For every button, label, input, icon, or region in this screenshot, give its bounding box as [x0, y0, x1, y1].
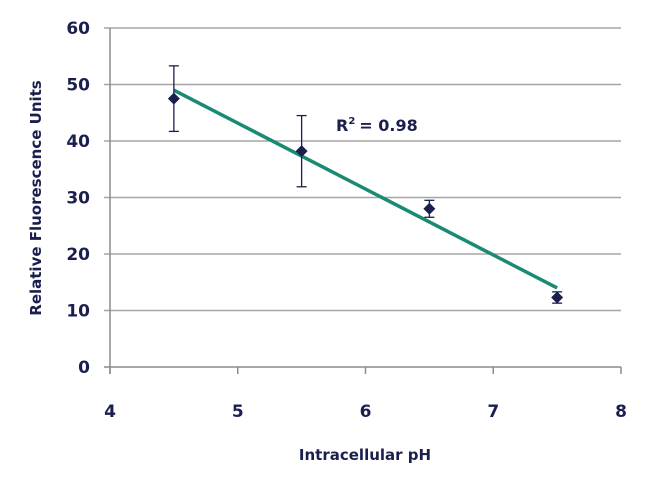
y-tick-label: 50 [66, 76, 90, 96]
y-tick-label: 20 [66, 245, 90, 265]
diamond-marker-icon [167, 92, 180, 105]
data-point [423, 199, 436, 218]
data-point [295, 114, 308, 188]
y-tick-label: 30 [66, 189, 90, 209]
x-tick-label: 8 [615, 402, 627, 422]
data-point [167, 65, 180, 133]
trendline [173, 88, 558, 290]
r2-superscript: 2 [348, 116, 355, 127]
axes [104, 28, 622, 374]
diamond-marker-icon [295, 145, 308, 158]
y-tick-label: 40 [66, 132, 90, 152]
data-points [167, 65, 564, 304]
data-point [551, 291, 564, 304]
y-tick-label: 0 [78, 358, 90, 378]
x-tick-labels: 4 5 6 7 8 [104, 402, 627, 422]
r2-value: = 0.98 [359, 116, 417, 135]
gridlines [104, 27, 621, 312]
x-tick-label: 6 [360, 402, 372, 422]
y-axis-title: Relative Fluorescence Units [27, 80, 45, 316]
diamond-marker-icon [551, 291, 564, 304]
y-tick-label: 10 [66, 302, 90, 322]
x-tick-label: 7 [487, 402, 499, 422]
y-tick-label: 60 [66, 19, 90, 39]
x-axis-title: Intracellular pH [299, 446, 431, 464]
diamond-marker-icon [423, 202, 436, 215]
y-tick-labels: 0 10 20 30 40 50 60 [66, 19, 90, 378]
x-tick-label: 4 [104, 402, 116, 422]
trendline-path [173, 88, 558, 290]
r-squared-annotation: R2 = 0.98 [336, 116, 418, 135]
x-tick-label: 5 [232, 402, 244, 422]
r2-base: R [336, 116, 348, 135]
